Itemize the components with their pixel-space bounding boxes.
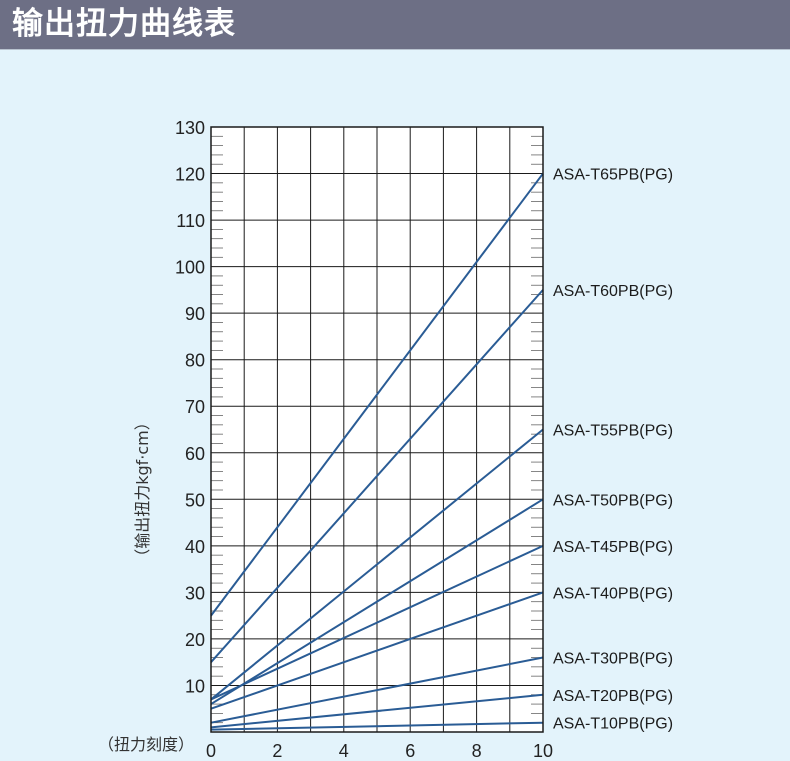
y-tick-label: 80 xyxy=(185,351,205,371)
series-line xyxy=(210,721,544,731)
series-line xyxy=(210,172,544,617)
header-divider xyxy=(0,49,790,50)
y-tick-label: 60 xyxy=(185,444,205,464)
y-tick-label: 120 xyxy=(175,165,205,185)
series-label: ASA-T60PB(PG) xyxy=(553,283,673,300)
series-line xyxy=(210,656,544,724)
x-tick-label: 2 xyxy=(272,741,282,761)
series-line xyxy=(210,428,544,701)
plot-frame xyxy=(210,126,544,733)
series-line xyxy=(210,289,544,663)
y-tick-label: 110 xyxy=(176,211,205,231)
y-tick-label: 20 xyxy=(185,630,205,650)
x-tick-label: 0 xyxy=(206,741,216,761)
major-grid xyxy=(211,127,543,732)
series-line xyxy=(210,498,544,705)
series-line xyxy=(210,693,544,729)
series-label: ASA-T30PB(PG) xyxy=(553,651,673,668)
series-label: ASA-T45PB(PG) xyxy=(553,539,673,556)
series-labels: ASA-T65PB(PG) ASA-T60PB(PG) ASA-T55PB(PG) A… xyxy=(553,167,673,733)
y-tick-label: 90 xyxy=(185,304,205,324)
series-line xyxy=(210,591,544,710)
series-label: ASA-T20PB(PG) xyxy=(553,688,673,705)
y-tick-label: 10 xyxy=(185,676,205,696)
series-label: ASA-T10PB(PG) xyxy=(553,716,673,733)
x-tick-label: 4 xyxy=(339,741,349,761)
x-tick-label: 10 xyxy=(533,741,553,761)
y-tick-label: 40 xyxy=(185,537,205,557)
y-tick-labels: 10 20 30 40 50 60 70 80 90 100 110 120 130 xyxy=(175,118,205,696)
header-bar: 输出扭力曲线表 xyxy=(0,0,790,49)
x-tick-labels: 0 2 4 6 8 10 xyxy=(206,741,553,761)
y-tick-label: 30 xyxy=(185,583,205,603)
y-tick-label: 70 xyxy=(185,397,205,417)
x-axis-label: （扭力刻度） xyxy=(98,735,194,754)
series-label: ASA-T55PB(PG) xyxy=(553,423,673,440)
series-line xyxy=(210,544,544,701)
y-tick-label: 130 xyxy=(175,118,205,138)
y-tick-label: 50 xyxy=(185,490,205,510)
y-tick-label: 100 xyxy=(175,258,205,278)
page-title: 输出扭力曲线表 xyxy=(12,6,236,42)
x-tick-label: 8 xyxy=(472,741,482,761)
series-lines xyxy=(210,172,544,731)
y-axis-label: （输出扭力kgf·cm） xyxy=(133,414,152,565)
series-label: ASA-T50PB(PG) xyxy=(553,492,673,509)
series-label: ASA-T40PB(PG) xyxy=(553,585,673,602)
series-label: ASA-T65PB(PG) xyxy=(553,167,673,184)
x-tick-label: 6 xyxy=(405,741,415,761)
